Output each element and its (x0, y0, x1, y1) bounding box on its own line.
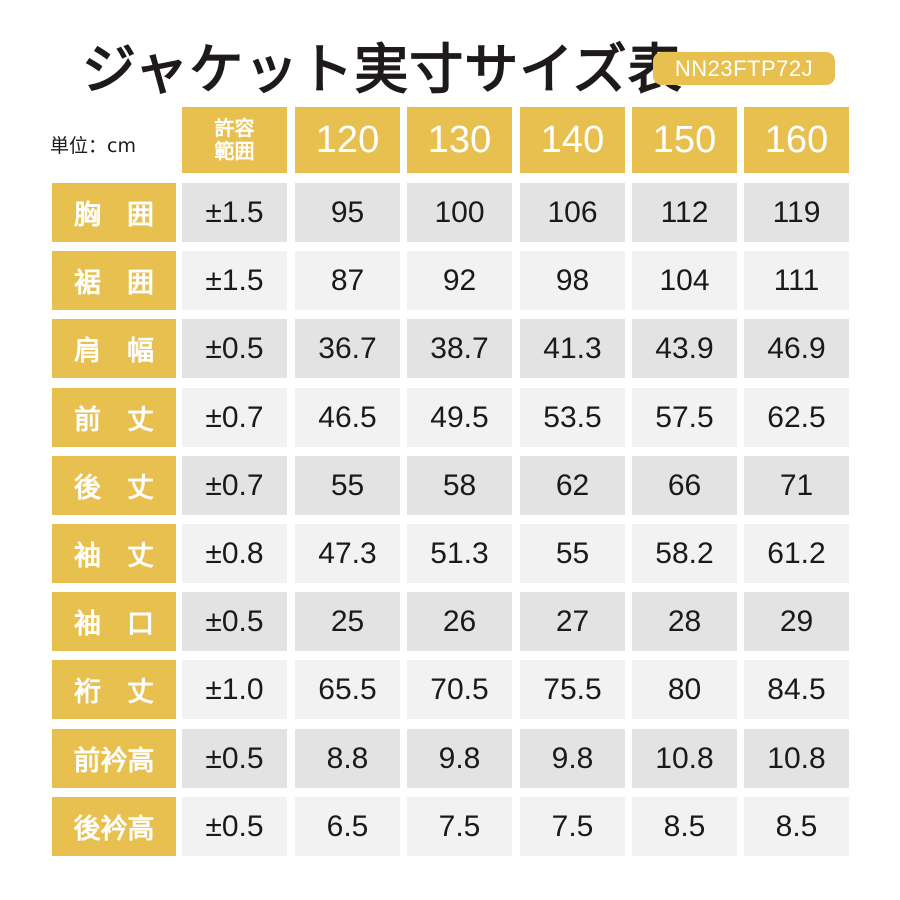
row-label: 前丈 (52, 388, 176, 447)
value-cell: 10.8 (744, 729, 849, 788)
value-cell: 62 (520, 456, 625, 515)
value-cell: 49.5 (407, 388, 512, 447)
value-cell: 66 (632, 456, 737, 515)
row-label: 胸囲 (52, 183, 176, 242)
value-cell: 95 (295, 183, 400, 242)
value-cell: 75.5 (520, 660, 625, 719)
value-cell: 46.5 (295, 388, 400, 447)
value-cell: 104 (632, 251, 737, 310)
value-cell: 58 (407, 456, 512, 515)
value-cell: 119 (744, 183, 849, 242)
row-label: 前衿高 (52, 729, 176, 788)
value-cell: 25 (295, 592, 400, 651)
value-cell: 71 (744, 456, 849, 515)
value-cell: 47.3 (295, 524, 400, 583)
unit-label: 単位：cm (50, 135, 136, 157)
row-label: 肩幅 (52, 319, 176, 378)
row-label-text: 後丈 (74, 473, 180, 504)
value-cell: 41.3 (520, 319, 625, 378)
row-label-text: 胸囲 (74, 200, 180, 231)
row-label: 裾囲 (52, 251, 176, 310)
tolerance-cell: ±1.5 (182, 183, 287, 242)
row-label: 後衿高 (52, 797, 176, 856)
row-label-text: 袖口 (74, 609, 180, 640)
value-cell: 53.5 (520, 388, 625, 447)
page-title: ジャケット実寸サイズ表 (82, 38, 683, 101)
value-cell: 7.5 (520, 797, 625, 856)
value-cell: 10.8 (632, 729, 737, 788)
value-cell: 106 (520, 183, 625, 242)
header-tolerance-line2: 範囲 (214, 139, 255, 163)
row-label-text: 裄丈 (74, 677, 180, 708)
value-cell: 84.5 (744, 660, 849, 719)
product-code-badge: NN23FTP72J (653, 52, 835, 85)
row-label: 後丈 (52, 456, 176, 515)
value-cell: 8.8 (295, 729, 400, 788)
row-label-text: 後衿高 (73, 814, 155, 845)
value-cell: 62.5 (744, 388, 849, 447)
value-cell: 61.2 (744, 524, 849, 583)
tolerance-cell: ±0.7 (182, 388, 287, 447)
value-cell: 46.9 (744, 319, 849, 378)
value-cell: 9.8 (520, 729, 625, 788)
header-size-140: 140 (520, 107, 625, 173)
row-label: 袖丈 (52, 524, 176, 583)
value-cell: 36.7 (295, 319, 400, 378)
value-cell: 38.7 (407, 319, 512, 378)
row-label: 裄丈 (52, 660, 176, 719)
value-cell: 58.2 (632, 524, 737, 583)
value-cell: 29 (744, 592, 849, 651)
value-cell: 7.5 (407, 797, 512, 856)
value-cell: 51.3 (407, 524, 512, 583)
tolerance-cell: ±0.8 (182, 524, 287, 583)
value-cell: 55 (295, 456, 400, 515)
tolerance-cell: ±0.5 (182, 797, 287, 856)
value-cell: 80 (632, 660, 737, 719)
header-size-150: 150 (632, 107, 737, 173)
header-size-130: 130 (407, 107, 512, 173)
row-label-text: 裾囲 (74, 268, 180, 299)
tolerance-cell: ±1.5 (182, 251, 287, 310)
row-label-text: 前衿高 (73, 746, 155, 777)
value-cell: 57.5 (632, 388, 737, 447)
value-cell: 9.8 (407, 729, 512, 788)
tolerance-cell: ±1.0 (182, 660, 287, 719)
tolerance-cell: ±0.5 (182, 729, 287, 788)
value-cell: 98 (520, 251, 625, 310)
row-label-text: 肩幅 (74, 336, 180, 367)
value-cell: 28 (632, 592, 737, 651)
value-cell: 111 (744, 251, 849, 310)
tolerance-cell: ±0.5 (182, 319, 287, 378)
tolerance-cell: ±0.5 (182, 592, 287, 651)
header-size-160: 160 (744, 107, 849, 173)
value-cell: 70.5 (407, 660, 512, 719)
value-cell: 8.5 (744, 797, 849, 856)
value-cell: 112 (632, 183, 737, 242)
value-cell: 8.5 (632, 797, 737, 856)
value-cell: 100 (407, 183, 512, 242)
value-cell: 92 (407, 251, 512, 310)
row-label-text: 前丈 (74, 405, 180, 436)
value-cell: 87 (295, 251, 400, 310)
value-cell: 27 (520, 592, 625, 651)
value-cell: 6.5 (295, 797, 400, 856)
tolerance-cell: ±0.7 (182, 456, 287, 515)
row-label: 袖口 (52, 592, 176, 651)
header-size-120: 120 (295, 107, 400, 173)
value-cell: 55 (520, 524, 625, 583)
value-cell: 43.9 (632, 319, 737, 378)
header-tolerance: 許容 範囲 (182, 107, 287, 173)
value-cell: 65.5 (295, 660, 400, 719)
header-tolerance-line1: 許容 (214, 116, 255, 140)
row-label-text: 袖丈 (74, 541, 180, 572)
value-cell: 26 (407, 592, 512, 651)
